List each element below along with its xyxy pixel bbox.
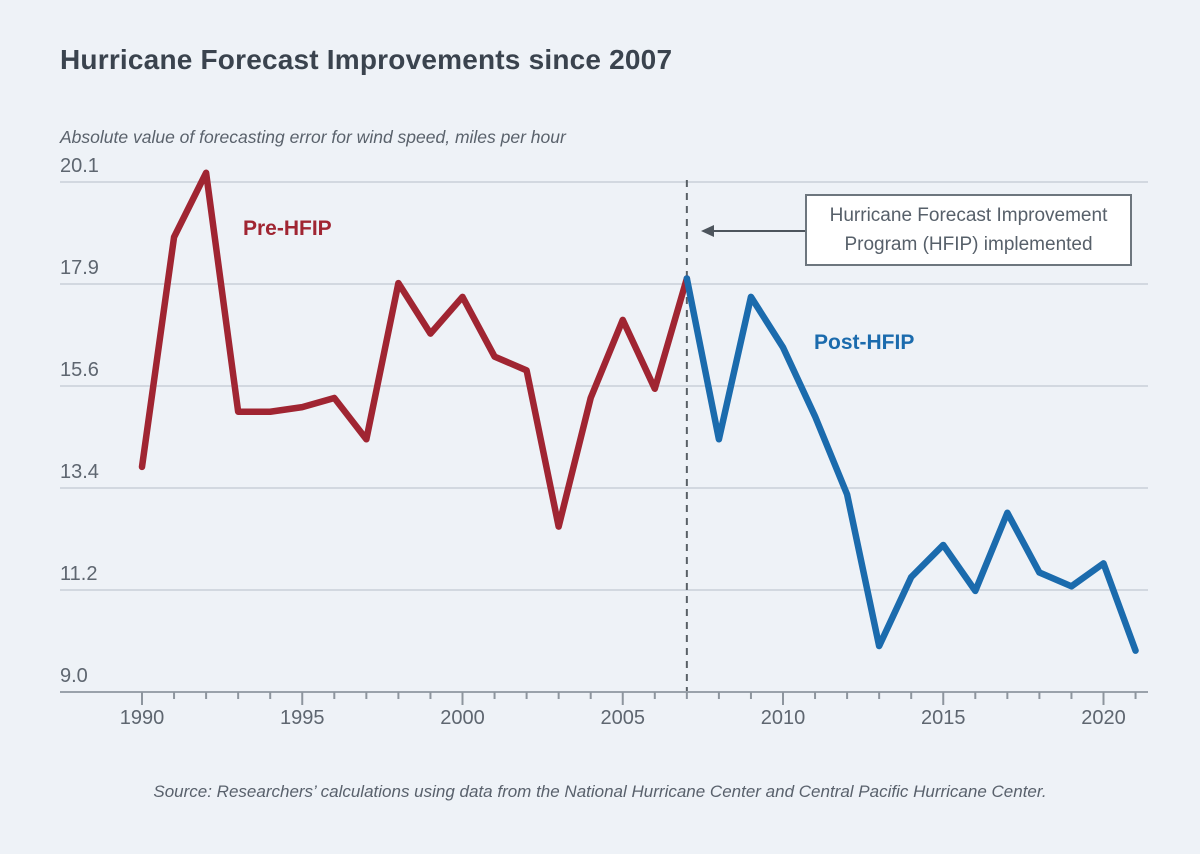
annotation-line-1: Hurricane Forecast Improvement bbox=[829, 204, 1108, 226]
x-axis-tick-label: 2020 bbox=[1081, 707, 1126, 729]
y-axis-unit-label: Absolute value of forecasting error for … bbox=[60, 127, 566, 147]
y-axis-tick-label: 13.4 bbox=[60, 461, 99, 483]
y-axis-tick-label: 15.6 bbox=[60, 359, 99, 381]
y-axis-tick-label: 9.0 bbox=[60, 665, 88, 687]
x-axis-tick-label: 1990 bbox=[120, 707, 165, 729]
x-axis-tick-label: 2000 bbox=[440, 707, 485, 729]
source-note: Source: Researchers’ calculations using … bbox=[153, 782, 1047, 801]
annotation-callout: Hurricane Forecast Improvement Program (… bbox=[805, 194, 1132, 266]
y-axis-tick-label: 20.1 bbox=[60, 155, 99, 177]
x-axis-tick-label: 2015 bbox=[921, 707, 966, 729]
page-title: Hurricane Forecast Improvements since 20… bbox=[60, 44, 673, 75]
annotation-line-2: Program (HFIP) implemented bbox=[844, 234, 1093, 255]
post-hfip-label: Post-HFIP bbox=[814, 331, 914, 354]
series-line-pre-hfip bbox=[138, 169, 691, 530]
series-line-post-hfip bbox=[683, 275, 1139, 654]
annotation-arrow-head bbox=[701, 225, 714, 237]
y-axis-tick-label: 11.2 bbox=[60, 563, 97, 585]
x-axis-tick-label: 1995 bbox=[280, 707, 325, 729]
x-axis-tick-label: 2010 bbox=[761, 707, 806, 729]
x-axis-tick-label: 2005 bbox=[601, 707, 646, 729]
y-axis-tick-label: 17.9 bbox=[60, 257, 99, 279]
pre-hfip-label: Pre-HFIP bbox=[243, 217, 332, 240]
